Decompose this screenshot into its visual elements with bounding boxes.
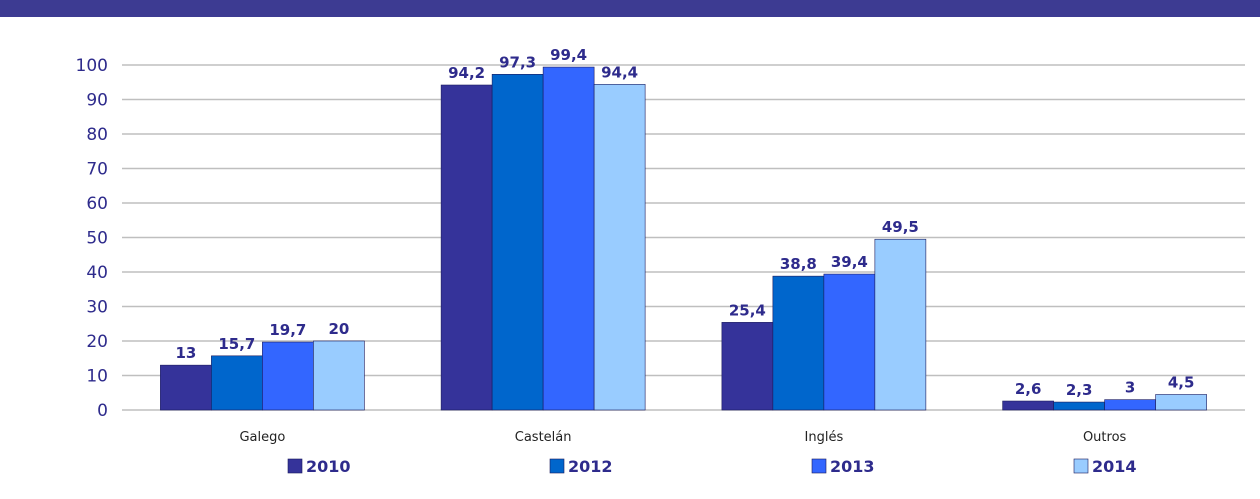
- x-tick-label: Castelán: [515, 430, 572, 445]
- bar-2010: [160, 364, 212, 411]
- data-label: 4,5: [1168, 373, 1195, 391]
- x-tick-label: Outros: [1083, 430, 1127, 445]
- data-label: 13: [175, 344, 196, 362]
- bars: [160, 66, 1207, 411]
- data-label: 49,5: [882, 218, 919, 236]
- legend-swatch-2010: [287, 458, 303, 474]
- y-tick-label: 0: [97, 401, 108, 421]
- bar-2012: [1053, 401, 1105, 411]
- x-tick-label: Inglés: [805, 430, 844, 445]
- legend-swatch-2013: [811, 458, 827, 474]
- bar-2014: [313, 340, 365, 411]
- legend: 2010 2012 2013 2014: [287, 457, 1137, 476]
- data-label: 2,6: [1015, 380, 1042, 398]
- bar-2012: [211, 355, 263, 411]
- gridlines: [122, 64, 1245, 411]
- legend-label: 2014: [1092, 457, 1137, 476]
- data-label: 94,4: [601, 63, 638, 81]
- bar-2012: [491, 74, 544, 411]
- bar-2014: [874, 238, 927, 411]
- y-tick-label: 60: [86, 194, 108, 214]
- y-tick-label: 10: [86, 367, 108, 387]
- data-label: 2,3: [1066, 381, 1093, 399]
- legend-label: 2010: [306, 457, 351, 476]
- bar-2010: [1002, 400, 1054, 411]
- y-tick-label: 80: [86, 125, 108, 145]
- data-label: 39,4: [831, 253, 868, 271]
- y-tick-label: 90: [86, 91, 108, 111]
- x-axis: Galego Castelán Inglés Outros: [239, 430, 1126, 445]
- y-tick-label: 100: [76, 56, 108, 76]
- bar-2013: [262, 341, 314, 411]
- bar-2010: [721, 322, 774, 411]
- data-label: 97,3: [499, 53, 536, 71]
- data-labels: 13 15,7 19,7 20 94,2 97,3 99,4 94,4 25,4 38,8 39,4…: [175, 46, 1194, 399]
- data-label: 38,8: [780, 255, 817, 273]
- y-tick-label: 20: [86, 332, 108, 352]
- data-label: 3: [1125, 379, 1135, 397]
- bar-2012: [772, 275, 825, 411]
- y-tick-label: 50: [86, 229, 108, 249]
- bar-2010: [440, 84, 493, 411]
- data-label: 99,4: [550, 46, 587, 64]
- data-label: 19,7: [269, 321, 306, 339]
- bar-2014: [593, 84, 646, 411]
- y-axis: 0 10 20 30 40 50 60 70 80 90 100: [76, 56, 108, 421]
- legend-swatch-2014: [1073, 458, 1089, 474]
- bar-2013: [542, 66, 595, 411]
- bar-2013: [823, 273, 876, 411]
- data-label: 15,7: [218, 335, 255, 353]
- y-tick-label: 70: [86, 160, 108, 180]
- data-label: 20: [328, 320, 349, 338]
- header-rule: [0, 0, 1260, 17]
- y-tick-label: 40: [86, 263, 108, 283]
- y-tick-label: 30: [86, 298, 108, 318]
- bar-2014: [1155, 394, 1207, 411]
- data-label: 25,4: [729, 301, 766, 319]
- data-label: 94,2: [448, 64, 485, 82]
- legend-label: 2013: [830, 457, 875, 476]
- legend-label: 2012: [568, 457, 613, 476]
- legend-swatch-2012: [549, 458, 565, 474]
- bar-2013: [1104, 399, 1156, 411]
- x-tick-label: Galego: [239, 430, 285, 445]
